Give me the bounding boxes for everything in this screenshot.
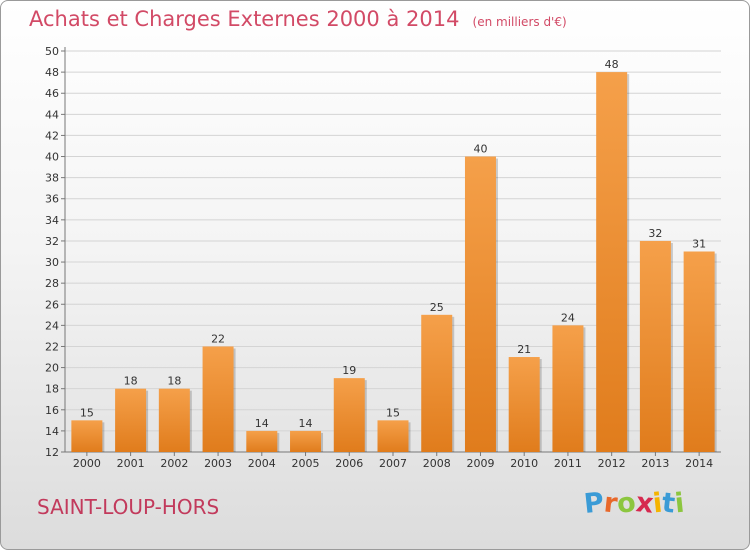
- bar: [158, 388, 190, 452]
- bar: [552, 325, 584, 452]
- x-tick-label: 2005: [292, 457, 320, 470]
- y-tick-label: 48: [45, 66, 59, 79]
- y-tick-label: 50: [45, 45, 59, 58]
- x-tick-label: 2001: [117, 457, 145, 470]
- bar: [683, 251, 715, 452]
- logo-letter: i: [673, 487, 687, 520]
- x-tick-label: 2007: [379, 457, 407, 470]
- y-tick-label: 20: [45, 362, 59, 375]
- y-tick-label: 12: [45, 446, 59, 459]
- x-tick-label: 2004: [248, 457, 276, 470]
- y-tick-label: 30: [45, 256, 59, 269]
- proxiti-logo: Proxiti: [582, 487, 687, 520]
- bar: [464, 156, 496, 453]
- bars-group: [71, 72, 717, 453]
- data-label: 18: [167, 375, 181, 388]
- data-label: 24: [561, 311, 575, 324]
- data-label: 19: [342, 364, 356, 377]
- x-tick-label: 2003: [204, 457, 232, 470]
- bar: [639, 240, 671, 452]
- y-tick-label: 26: [45, 298, 59, 311]
- chart-title: Achats et Charges Externes 2000 à 2014 (…: [29, 7, 567, 31]
- data-label: 31: [692, 238, 706, 251]
- y-tick-label: 16: [45, 404, 59, 417]
- labels-group: 12 14 16 18 20 22 24 26 28 30 32 34 36 38 40 42 44 46 48 50…: [45, 45, 713, 470]
- bar: [377, 420, 409, 452]
- y-tick-label: 34: [45, 214, 59, 227]
- unit-note: (en milliers d'€): [472, 15, 567, 29]
- bar: [290, 430, 322, 452]
- data-label: 40: [473, 143, 487, 156]
- data-label: 15: [386, 406, 400, 419]
- data-label: 22: [211, 332, 225, 345]
- x-tick-label: 2013: [641, 457, 669, 470]
- y-tick-label: 42: [45, 129, 59, 142]
- y-tick-label: 44: [45, 108, 59, 121]
- bar: [71, 420, 103, 452]
- bar: [246, 430, 278, 452]
- x-tick-label: 2006: [335, 457, 363, 470]
- y-tick-label: 28: [45, 277, 59, 290]
- y-tick-label: 40: [45, 151, 59, 164]
- bar: [333, 378, 365, 452]
- x-tick-label: 2011: [554, 457, 582, 470]
- y-tick-label: 18: [45, 383, 59, 396]
- x-tick-label: 2000: [73, 457, 101, 470]
- bar: [115, 388, 147, 452]
- bar: [421, 314, 453, 452]
- place-name: SAINT-LOUP-HORS: [37, 495, 220, 519]
- y-tick-label: 22: [45, 340, 59, 353]
- y-tick-label: 24: [45, 319, 59, 332]
- x-tick-label: 2012: [598, 457, 626, 470]
- x-tick-label: 2010: [510, 457, 538, 470]
- data-label: 25: [430, 301, 444, 314]
- data-label: 32: [648, 227, 662, 240]
- data-label: 21: [517, 343, 531, 356]
- data-label: 18: [124, 375, 138, 388]
- y-tick-label: 36: [45, 193, 59, 206]
- y-tick-label: 32: [45, 235, 59, 248]
- x-tick-label: 2008: [423, 457, 451, 470]
- bar: [202, 346, 234, 452]
- x-tick-label: 2014: [685, 457, 713, 470]
- data-label: 48: [605, 58, 619, 71]
- bar: [508, 357, 540, 452]
- y-tick-label: 38: [45, 172, 59, 185]
- data-label: 15: [80, 406, 94, 419]
- y-tick-label: 14: [45, 425, 59, 438]
- title-text: Achats et Charges Externes 2000 à 2014: [29, 7, 460, 31]
- y-tick-label: 46: [45, 87, 59, 100]
- data-label: 14: [255, 417, 269, 430]
- x-tick-label: 2009: [466, 457, 494, 470]
- x-tick-label: 2002: [160, 457, 188, 470]
- data-label: 14: [299, 417, 313, 430]
- bar: [596, 72, 628, 453]
